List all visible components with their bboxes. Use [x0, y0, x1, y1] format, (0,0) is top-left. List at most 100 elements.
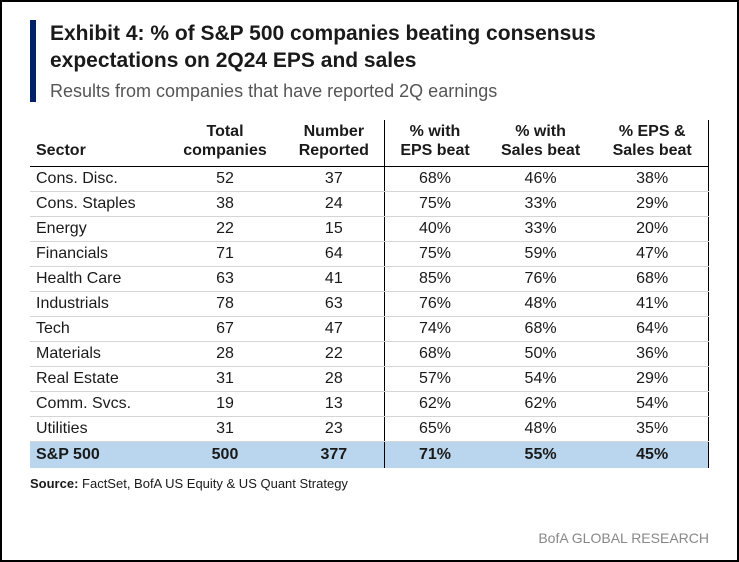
table-row: Industrials786376%48%41% [30, 291, 709, 316]
table-row: Cons. Disc.523768%46%38% [30, 166, 709, 191]
table-cell: 57% [385, 366, 485, 391]
table-cell: 76% [485, 266, 597, 291]
table-cell: Industrials [30, 291, 167, 316]
col-both-beat: % EPS &Sales beat [596, 120, 708, 167]
table-cell: 41 [283, 266, 384, 291]
table-cell: 41% [596, 291, 708, 316]
table-cell: 40% [385, 216, 485, 241]
table-cell: 48% [485, 291, 597, 316]
table-cell: Comm. Svcs. [30, 391, 167, 416]
table-cell: 75% [385, 191, 485, 216]
table-cell: 15 [283, 216, 384, 241]
table-cell: 68% [385, 166, 485, 191]
title-block: Exhibit 4: % of S&P 500 companies beatin… [30, 20, 709, 102]
col-sales-beat: % withSales beat [485, 120, 597, 167]
table-cell: 50% [485, 341, 597, 366]
table-cell: 65% [385, 416, 485, 441]
table-cell: 75% [385, 241, 485, 266]
source-label: Source: [30, 476, 78, 491]
table-cell: Utilities [30, 416, 167, 441]
table-cell: 35% [596, 416, 708, 441]
table-cell: 64% [596, 316, 708, 341]
table-row: Comm. Svcs.191362%62%54% [30, 391, 709, 416]
table-cell: 33% [485, 216, 597, 241]
table-cell: 71 [167, 241, 284, 266]
table-cell: 48% [485, 416, 597, 441]
table-cell: Health Care [30, 266, 167, 291]
table-row: Health Care634185%76%68% [30, 266, 709, 291]
table-row: Energy221540%33%20% [30, 216, 709, 241]
table-cell: 36% [596, 341, 708, 366]
table-cell: Real Estate [30, 366, 167, 391]
table-cell: Financials [30, 241, 167, 266]
table-cell: 64 [283, 241, 384, 266]
summary-row: S&P 50050037771%55%45% [30, 441, 709, 468]
table-cell: 13 [283, 391, 384, 416]
table-cell: 38% [596, 166, 708, 191]
table-cell: 62% [385, 391, 485, 416]
col-label: Sector [36, 142, 86, 159]
table-cell: 47% [596, 241, 708, 266]
table-cell: 29% [596, 366, 708, 391]
table-cell: 31 [167, 366, 284, 391]
table-cell: 68% [596, 266, 708, 291]
table-cell: 68% [485, 316, 597, 341]
table-cell: 31 [167, 416, 284, 441]
exhibit-card: Exhibit 4: % of S&P 500 companies beatin… [0, 0, 739, 562]
table-cell: 78 [167, 291, 284, 316]
table-cell: 54% [485, 366, 597, 391]
table-cell: Materials [30, 341, 167, 366]
summary-cell: 377 [283, 441, 384, 468]
col-sector: Sector [30, 120, 167, 167]
table-cell: 33% [485, 191, 597, 216]
source-text: FactSet, BofA US Equity & US Quant Strat… [78, 476, 348, 491]
table-cell: 19 [167, 391, 284, 416]
source-line: Source: FactSet, BofA US Equity & US Qua… [30, 476, 709, 491]
table-cell: 28 [283, 366, 384, 391]
exhibit-subtitle: Results from companies that have reporte… [50, 81, 709, 102]
table-body: Cons. Disc.523768%46%38%Cons. Staples382… [30, 166, 709, 468]
table-cell: 63 [283, 291, 384, 316]
footer-brand: BofA GLOBAL RESEARCH [538, 530, 709, 546]
table-cell: 20% [596, 216, 708, 241]
table-cell: 74% [385, 316, 485, 341]
table-cell: 52 [167, 166, 284, 191]
table-cell: 23 [283, 416, 384, 441]
table-cell: 76% [385, 291, 485, 316]
table-cell: 38 [167, 191, 284, 216]
table-cell: Energy [30, 216, 167, 241]
table-cell: 22 [283, 341, 384, 366]
beats-table: Sector Totalcompanies NumberReported % w… [30, 120, 709, 468]
table-cell: 67 [167, 316, 284, 341]
summary-cell: 500 [167, 441, 284, 468]
summary-cell: 55% [485, 441, 597, 468]
table-cell: 22 [167, 216, 284, 241]
table-cell: 68% [385, 341, 485, 366]
table-cell: 63 [167, 266, 284, 291]
table-cell: 37 [283, 166, 384, 191]
table-cell: 24 [283, 191, 384, 216]
table-cell: Cons. Staples [30, 191, 167, 216]
table-cell: 54% [596, 391, 708, 416]
table-cell: 62% [485, 391, 597, 416]
table-row: Tech674774%68%64% [30, 316, 709, 341]
table-row: Utilities312365%48%35% [30, 416, 709, 441]
table-cell: Cons. Disc. [30, 166, 167, 191]
table-cell: 46% [485, 166, 597, 191]
table-cell: 47 [283, 316, 384, 341]
table-header: Sector Totalcompanies NumberReported % w… [30, 120, 709, 167]
table-cell: 59% [485, 241, 597, 266]
table-row: Materials282268%50%36% [30, 341, 709, 366]
table-cell: 85% [385, 266, 485, 291]
table-cell: 28 [167, 341, 284, 366]
col-reported: NumberReported [283, 120, 384, 167]
table-cell: 29% [596, 191, 708, 216]
table-row: Cons. Staples382475%33%29% [30, 191, 709, 216]
col-eps-beat: % withEPS beat [385, 120, 485, 167]
summary-cell: S&P 500 [30, 441, 167, 468]
exhibit-title: Exhibit 4: % of S&P 500 companies beatin… [50, 20, 709, 75]
table-cell: Tech [30, 316, 167, 341]
summary-cell: 71% [385, 441, 485, 468]
table-row: Real Estate312857%54%29% [30, 366, 709, 391]
table-row: Financials716475%59%47% [30, 241, 709, 266]
